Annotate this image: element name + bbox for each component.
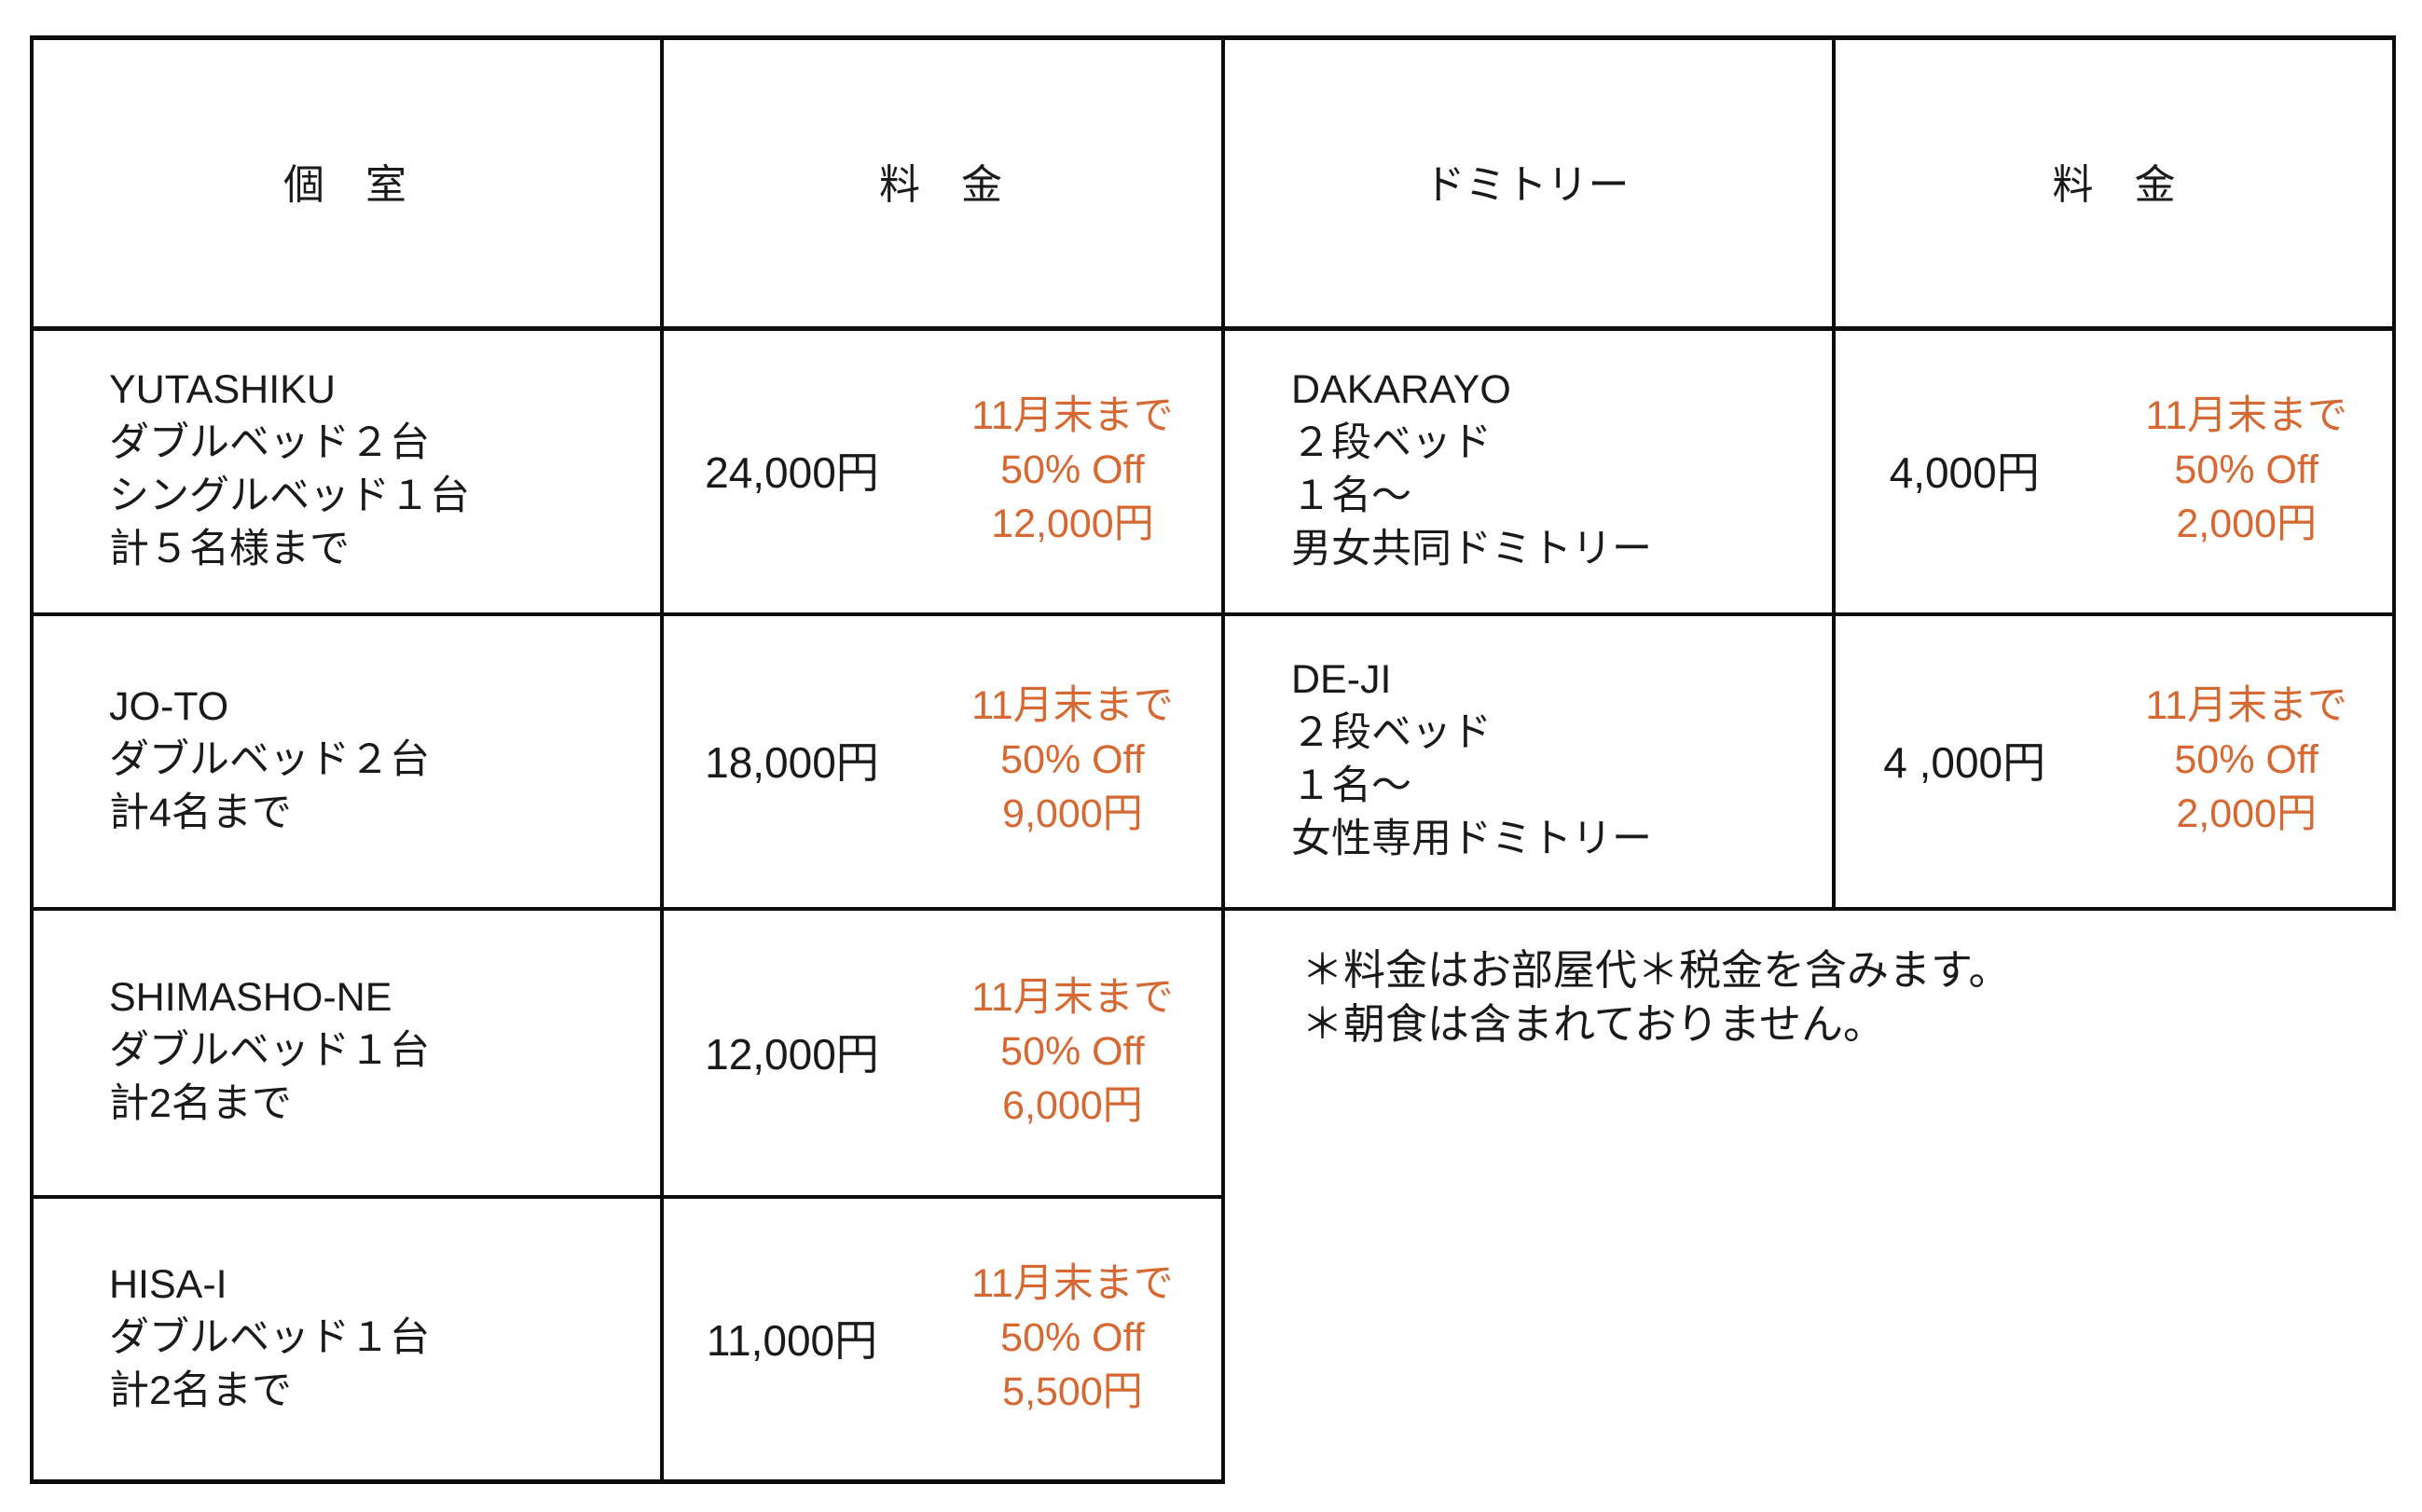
- base-price: 4,000円: [1889, 447, 2040, 497]
- border-top-outer: [30, 35, 2396, 40]
- promo-offer: 11月末まで 50% Off 6,000円: [971, 974, 1174, 1128]
- dorm-price-cell: 4,000円 11月末まで 50% Off 2,000円: [1832, 326, 2396, 612]
- room-name-yutashiku: YUTASHIKU ダブルベッド２台 シングルベッド１台 計５名様まで: [109, 366, 470, 571]
- promo-offer: 11月末まで 50% Off 9,000円: [971, 683, 1174, 836]
- room-price-cell: 12,000円 11月末まで 50% Off 6,000円: [660, 907, 1221, 1195]
- room-price-cell: 11,000円 11月末まで 50% Off 5,500円: [660, 1195, 1221, 1480]
- header-dormitory: ドミトリー: [1424, 162, 1630, 208]
- room-price-cell: 18,000円 11月末まで 50% Off 9,000円: [660, 612, 1221, 907]
- border-row1-row2: [30, 612, 2396, 616]
- room-price-cell: 24,000円 11月末まで 50% Off 12,000円: [660, 326, 1221, 612]
- promo-offer: 11月末まで 50% Off 12,000円: [971, 392, 1174, 546]
- dorm-name-de-ji: DE-JI ２段ベッド １名〜 女性専用ドミトリー: [1291, 657, 1652, 861]
- dorm-name-dakarayo: DAKARAYO ２段ベッド １名〜 男女共同ドミトリー: [1291, 366, 1652, 571]
- base-price: 11,000円: [706, 1316, 878, 1365]
- header-private-room: 個 室: [283, 162, 406, 208]
- border-col1-col2: [660, 35, 664, 1484]
- promo-offer: 11月末まで 50% Off 2,000円: [2145, 392, 2347, 546]
- footnotes: ＊料金はお部屋代＊税金を含みます。 ＊朝食は含まれておりません。: [1301, 946, 2011, 1048]
- promo-offer: 11月末まで 50% Off 2,000円: [2145, 683, 2347, 836]
- border-bottom-outer: [30, 1479, 1225, 1484]
- border-header-bottom: [30, 326, 2396, 331]
- header-rate-left: 料 金: [879, 162, 1002, 208]
- base-price: 4 ,000円: [1883, 738, 2046, 787]
- header-rate-right: 料 金: [2052, 162, 2176, 208]
- base-price: 24,000円: [705, 447, 879, 497]
- border-col2-col3: [1221, 35, 1225, 1484]
- room-name-hisa-i: HISA-I ダブルベッド１台 計2名まで: [109, 1261, 430, 1413]
- promo-offer: 11月末まで 50% Off 5,500円: [971, 1261, 1174, 1414]
- border-col3-col4: [1832, 35, 1836, 911]
- border-row2-row3: [30, 907, 2396, 911]
- dorm-price-cell: 4 ,000円 11月末まで 50% Off 2,000円: [1832, 612, 2396, 907]
- base-price: 12,000円: [705, 1029, 879, 1079]
- room-name-jo-to: JO-TO ダブルベッド２台 計4名まで: [109, 683, 430, 835]
- border-left-outer: [30, 35, 34, 1484]
- border-right-outer: [2392, 35, 2396, 911]
- border-row3-row4: [30, 1195, 1225, 1199]
- base-price: 18,000円: [705, 738, 879, 787]
- room-name-shimasho-ne: SHIMASHO-NE ダブルベッド１台 計2名まで: [109, 975, 430, 1126]
